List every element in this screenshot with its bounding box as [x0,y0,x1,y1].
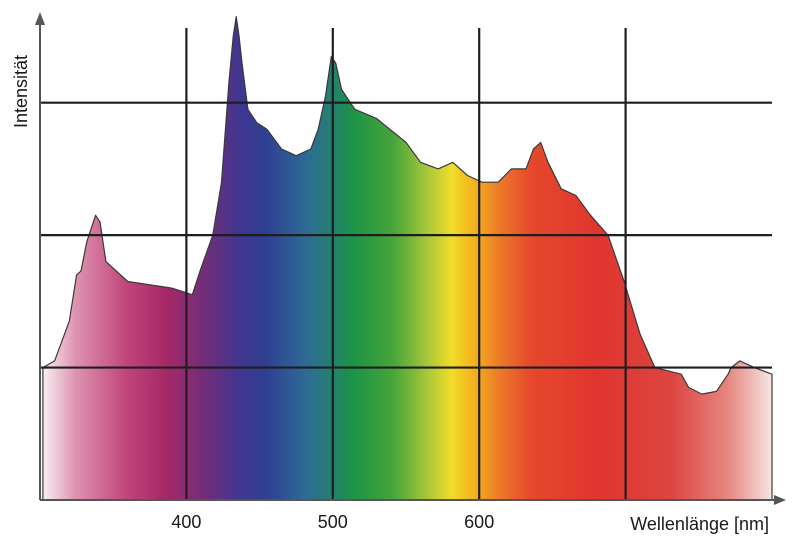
spectrum-area-layer [42,16,773,501]
y-axis-arrow-icon [35,12,45,25]
x-tick-label: 400 [171,512,201,532]
x-tick-label: 500 [318,512,348,532]
x-tick-labels: 400 500 600 [171,512,494,532]
x-tick-label: 600 [464,512,494,532]
x-axis-label: Wellenlänge [nm] [630,514,769,534]
axis-layer [35,12,786,505]
y-axis-label: Intensität [11,55,31,128]
spectrum-series-area [42,16,773,501]
grid-layer [40,28,772,500]
x-axis-arrow-icon [774,495,786,505]
